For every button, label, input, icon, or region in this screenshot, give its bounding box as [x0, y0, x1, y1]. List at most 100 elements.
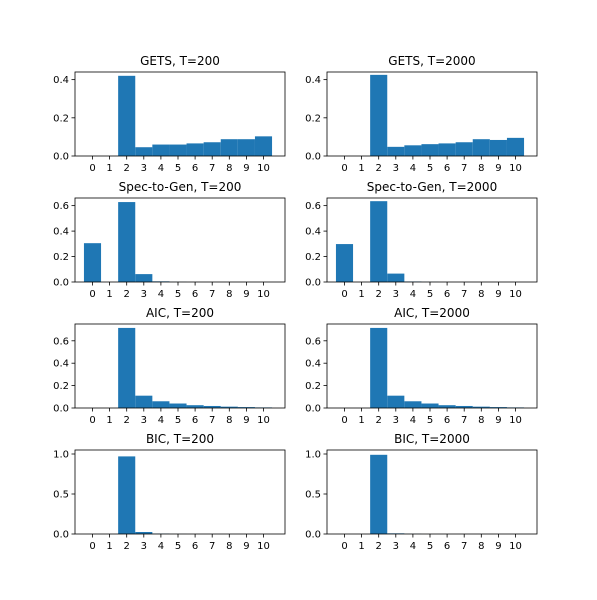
x-tick-label: 2: [376, 163, 382, 174]
axes-frame: [326, 323, 538, 409]
y-tick-label: 0.0: [305, 404, 321, 415]
x-tick-label: 10: [257, 541, 270, 552]
subplot-title: Spec-to-Gen, T=2000: [367, 180, 497, 194]
y-tick-label: 0.2: [305, 381, 321, 392]
axes-frame: [74, 323, 286, 409]
x-tick-label: 3: [141, 163, 147, 174]
bar-4: [404, 401, 422, 408]
x-tick-label: 8: [226, 415, 232, 426]
bar-4: [152, 144, 170, 156]
x-tick-label: 9: [243, 163, 249, 174]
y-tick-label: 0.2: [305, 252, 321, 263]
x-tick-label: 10: [257, 289, 270, 300]
x-tick-label: 2: [124, 289, 130, 300]
x-tick-label: 4: [158, 289, 164, 300]
x-tick-label: 4: [158, 415, 164, 426]
y-tick-label: 0.2: [305, 113, 321, 124]
bar-10: [254, 136, 273, 156]
axes-frame: [74, 449, 286, 535]
x-tick-label: 1: [106, 163, 112, 174]
bar-0: [83, 243, 102, 282]
x-tick-label: 2: [376, 541, 382, 552]
bar-10: [506, 137, 525, 156]
y-tick-label: 0.0: [53, 404, 69, 415]
y-tick-label: 0.2: [53, 252, 69, 263]
subplot-2: GETS, T=2000 0 1 2 3 4 5 6 7 8 9 10 0.0 0.2 0.4: [305, 54, 538, 174]
x-tick-label: 5: [175, 415, 181, 426]
x-tick-label: 4: [410, 163, 416, 174]
y-tick-label: 0.6: [305, 336, 321, 347]
bar-7: [203, 142, 221, 156]
x-tick-label: 4: [158, 541, 164, 552]
axes-frame: [326, 71, 538, 157]
bar-3: [135, 532, 153, 534]
y-tick-label: 0.4: [305, 227, 321, 238]
bar-2: [118, 456, 136, 534]
x-tick-label: 1: [358, 163, 364, 174]
y-tick-label: 0.4: [53, 359, 69, 370]
bar-7: [455, 142, 473, 156]
x-tick-label: 4: [158, 163, 164, 174]
x-tick-label: 10: [257, 163, 270, 174]
x-tick-label: 9: [243, 541, 249, 552]
y-tick-label: 0.4: [305, 359, 321, 370]
x-tick-label: 2: [124, 541, 130, 552]
y-tick-label: 0.0: [305, 152, 321, 163]
subplot-title: AIC, T=200: [146, 306, 214, 320]
x-tick-label: 2: [124, 415, 130, 426]
subplot-1: GETS, T=200 0 1 2 3 4 5 6 7 8 9 10 0.0 0.2 0.4: [53, 54, 286, 174]
x-tick-label: 4: [410, 289, 416, 300]
subplot-title: GETS, T=2000: [388, 54, 475, 68]
x-tick-label: 10: [257, 415, 270, 426]
x-tick-label: 5: [427, 415, 433, 426]
y-tick-label: 0.0: [53, 278, 69, 289]
bar-8: [472, 406, 490, 408]
x-tick-label: 10: [509, 415, 522, 426]
x-tick-label: 1: [358, 415, 364, 426]
x-tick-label: 6: [192, 415, 198, 426]
x-tick-label: 2: [124, 163, 130, 174]
x-tick-label: 0: [89, 415, 95, 426]
y-tick-label: 0.2: [53, 113, 69, 124]
x-tick-label: 6: [444, 289, 450, 300]
y-tick-label: 0.6: [305, 201, 321, 212]
bar-3: [387, 146, 405, 156]
axes-frame: [74, 71, 286, 157]
axes-frame: [326, 197, 538, 283]
x-tick-label: 8: [478, 163, 484, 174]
subplot-title: BIC, T=2000: [394, 432, 470, 446]
x-tick-label: 8: [226, 289, 232, 300]
x-tick-label: 9: [495, 289, 501, 300]
subplot-title: GETS, T=200: [140, 54, 220, 68]
bar-2: [118, 75, 136, 156]
subplot-title: AIC, T=2000: [394, 306, 470, 320]
y-tick-label: 0.6: [53, 336, 69, 347]
x-tick-label: 7: [461, 163, 467, 174]
x-tick-label: 9: [243, 415, 249, 426]
subplot-3: Spec-to-Gen, T=200 0 1 2 3 4 5 6 7 8 9 10 0.0 0.2 0.4 0…: [53, 180, 286, 300]
bar-0: [335, 244, 354, 282]
x-tick-label: 1: [106, 289, 112, 300]
bar-9: [237, 407, 255, 408]
x-tick-label: 8: [226, 163, 232, 174]
subplot-8: BIC, T=2000 0 1 2 3 4 5 6 7 8 9 10 0.0 0.5 1.0: [305, 432, 538, 552]
bar-6: [186, 143, 204, 156]
x-tick-label: 3: [141, 541, 147, 552]
y-tick-label: 0.0: [305, 530, 321, 541]
bar-6: [438, 405, 456, 408]
y-tick-label: 1.0: [305, 450, 321, 461]
bar-3: [387, 395, 405, 408]
x-tick-label: 5: [175, 163, 181, 174]
bar-7: [455, 405, 473, 408]
y-tick-label: 0.0: [305, 278, 321, 289]
bar-9: [237, 139, 255, 156]
x-tick-label: 1: [358, 541, 364, 552]
y-tick-label: 1.0: [53, 450, 69, 461]
x-tick-label: 9: [495, 163, 501, 174]
subplot-4: Spec-to-Gen, T=2000 0 1 2 3 4 5 6 7 8 9 10 0.0 0.2 0.4…: [305, 180, 538, 300]
y-tick-label: 0.2: [53, 381, 69, 392]
y-tick-label: 0.0: [53, 530, 69, 541]
x-tick-label: 1: [106, 415, 112, 426]
x-tick-label: 9: [495, 541, 501, 552]
